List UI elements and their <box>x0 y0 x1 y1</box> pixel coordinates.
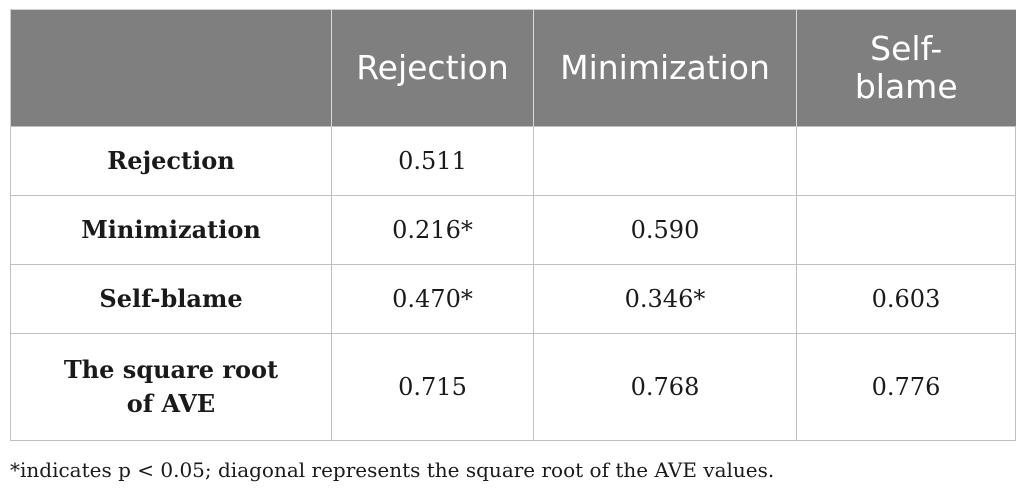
header-cell-self-blame: Self-blame <box>796 9 1016 127</box>
table-cell: 0.216* <box>331 195 534 265</box>
row-label: Self-blame <box>10 264 332 334</box>
table-cell <box>533 126 797 196</box>
row-label: Rejection <box>10 126 332 196</box>
table-row: Rejection 0.511 <box>10 126 1016 196</box>
table-cell: 0.346* <box>533 264 797 334</box>
table-cell <box>796 126 1016 196</box>
table-cell: 0.768 <box>533 333 797 441</box>
row-label: Minimization <box>10 195 332 265</box>
table-cell: 0.603 <box>796 264 1016 334</box>
table-cell: 0.470* <box>331 264 534 334</box>
correlation-table-container: Rejection Minimization Self-blame Reject… <box>10 9 1016 441</box>
correlation-table: Rejection Minimization Self-blame Reject… <box>10 9 1016 441</box>
table-footnote: *indicates p < 0.05; diagonal represents… <box>10 458 775 482</box>
table-cell: 0.776 <box>796 333 1016 441</box>
table-cell: 0.715 <box>331 333 534 441</box>
table-cell: 0.590 <box>533 195 797 265</box>
table-row: Minimization 0.216* 0.590 <box>10 195 1016 265</box>
row-label: The square root of AVE <box>10 333 332 441</box>
header-cell-minimization: Minimization <box>533 9 797 127</box>
table-cell: 0.511 <box>331 126 534 196</box>
table-row: Self-blame 0.470* 0.346* 0.603 <box>10 264 1016 334</box>
header-cell-rejection: Rejection <box>331 9 534 127</box>
table-header-row: Rejection Minimization Self-blame <box>10 9 1016 127</box>
table-row: The square root of AVE 0.715 0.768 0.776 <box>10 333 1016 441</box>
table-cell <box>796 195 1016 265</box>
header-cell-corner <box>10 9 332 127</box>
